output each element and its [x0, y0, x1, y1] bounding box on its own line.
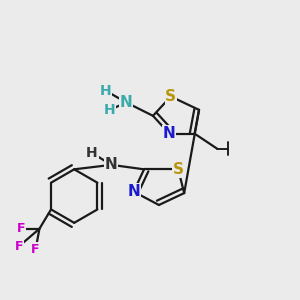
Text: N: N	[163, 126, 176, 141]
Text: H: H	[104, 103, 116, 117]
Text: F: F	[17, 222, 26, 235]
Text: S: S	[165, 89, 176, 104]
Text: N: N	[127, 184, 140, 199]
Text: F: F	[31, 243, 40, 256]
Text: S: S	[173, 162, 184, 177]
Text: N: N	[105, 158, 118, 172]
Text: N: N	[120, 95, 133, 110]
Text: H: H	[86, 146, 98, 160]
Text: H: H	[100, 84, 111, 98]
Text: F: F	[14, 240, 23, 253]
